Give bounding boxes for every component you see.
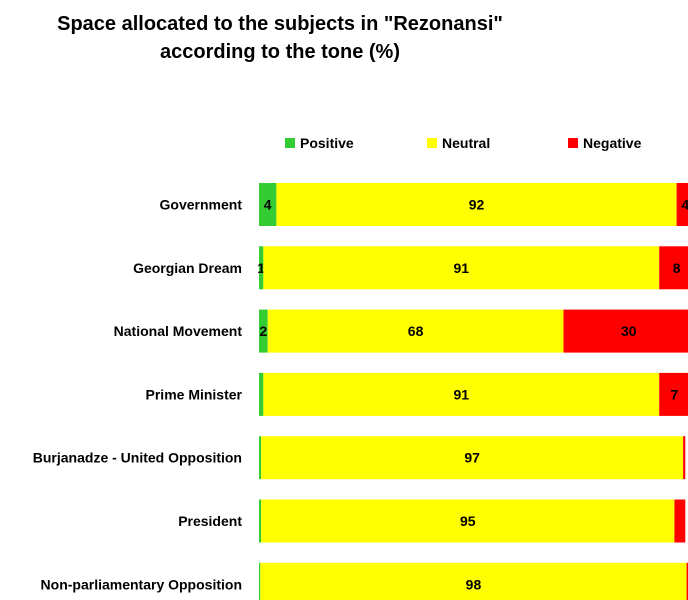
legend: Positive Neutral Negative [285,135,642,151]
bar-segment-neutral [261,436,684,480]
data-label-neutral: 97 [464,450,480,466]
bar-segment-positive [259,372,264,416]
category-label: Burjanadze - United Opposition [33,450,242,466]
legend-label-neutral: Neutral [442,135,490,151]
data-label-negative: 30 [621,323,637,339]
chart-title-line2: according to the tone (%) [160,41,400,63]
category-label: Prime Minister [146,386,243,402]
legend-label-negative: Negative [583,135,642,151]
bar-segment-positive [259,562,261,600]
category-label: Government [160,197,243,213]
bar-segment-positive [259,499,262,543]
bar-segment-neutral [263,372,660,416]
category-label: National Movement [114,323,243,339]
bar-segment-negative [659,372,688,416]
category-label: Georgian Dream [133,260,242,276]
data-label-positive: 2 [259,323,267,339]
bar-segment-positive [259,309,268,353]
bar-segment-neutral [260,562,687,600]
legend-label-positive: Positive [300,135,354,151]
bar-segment-neutral [267,309,564,353]
bar-segment-negative [676,183,688,226]
bar-segment-neutral [276,183,677,226]
bar-segment-neutral [263,246,660,290]
bar-segment-positive [259,436,262,480]
data-label-neutral: 92 [469,197,485,213]
data-label-negative: 7 [671,386,679,402]
category-labels: Government Georgian Dream National Movemen… [33,197,243,593]
data-label-positive: 4 [264,197,272,213]
bar-segment-neutral [261,499,675,543]
bar-segment-negative [683,436,686,480]
category-label: President [178,513,242,529]
bars: 4 92 4 1 91 8 2 68 30 91 7 97 95 98 [257,183,688,600]
bar-segment-negative [563,309,688,353]
data-label-neutral: 91 [453,260,469,276]
data-label-positive: 1 [257,260,265,276]
legend-swatch-positive [285,138,295,148]
data-label-neutral: 91 [453,386,469,402]
data-label-neutral: 98 [466,576,482,592]
data-label-negative: 8 [673,260,681,276]
legend-swatch-neutral [427,138,437,148]
data-label-neutral: 95 [460,513,476,529]
bar-segment-positive [259,246,264,290]
category-label: Non-parliamentary Opposition [41,576,242,592]
bar-segment-negative [674,499,686,543]
data-label-negative: 4 [681,197,688,213]
bar-segment-negative [686,562,688,600]
chart-title-line1: Space allocated to the subjects in "Rezo… [57,13,503,35]
bar-segment-negative [659,246,688,290]
bar-segment-positive [259,183,277,226]
data-label-neutral: 68 [408,323,424,339]
legend-swatch-negative [568,138,578,148]
